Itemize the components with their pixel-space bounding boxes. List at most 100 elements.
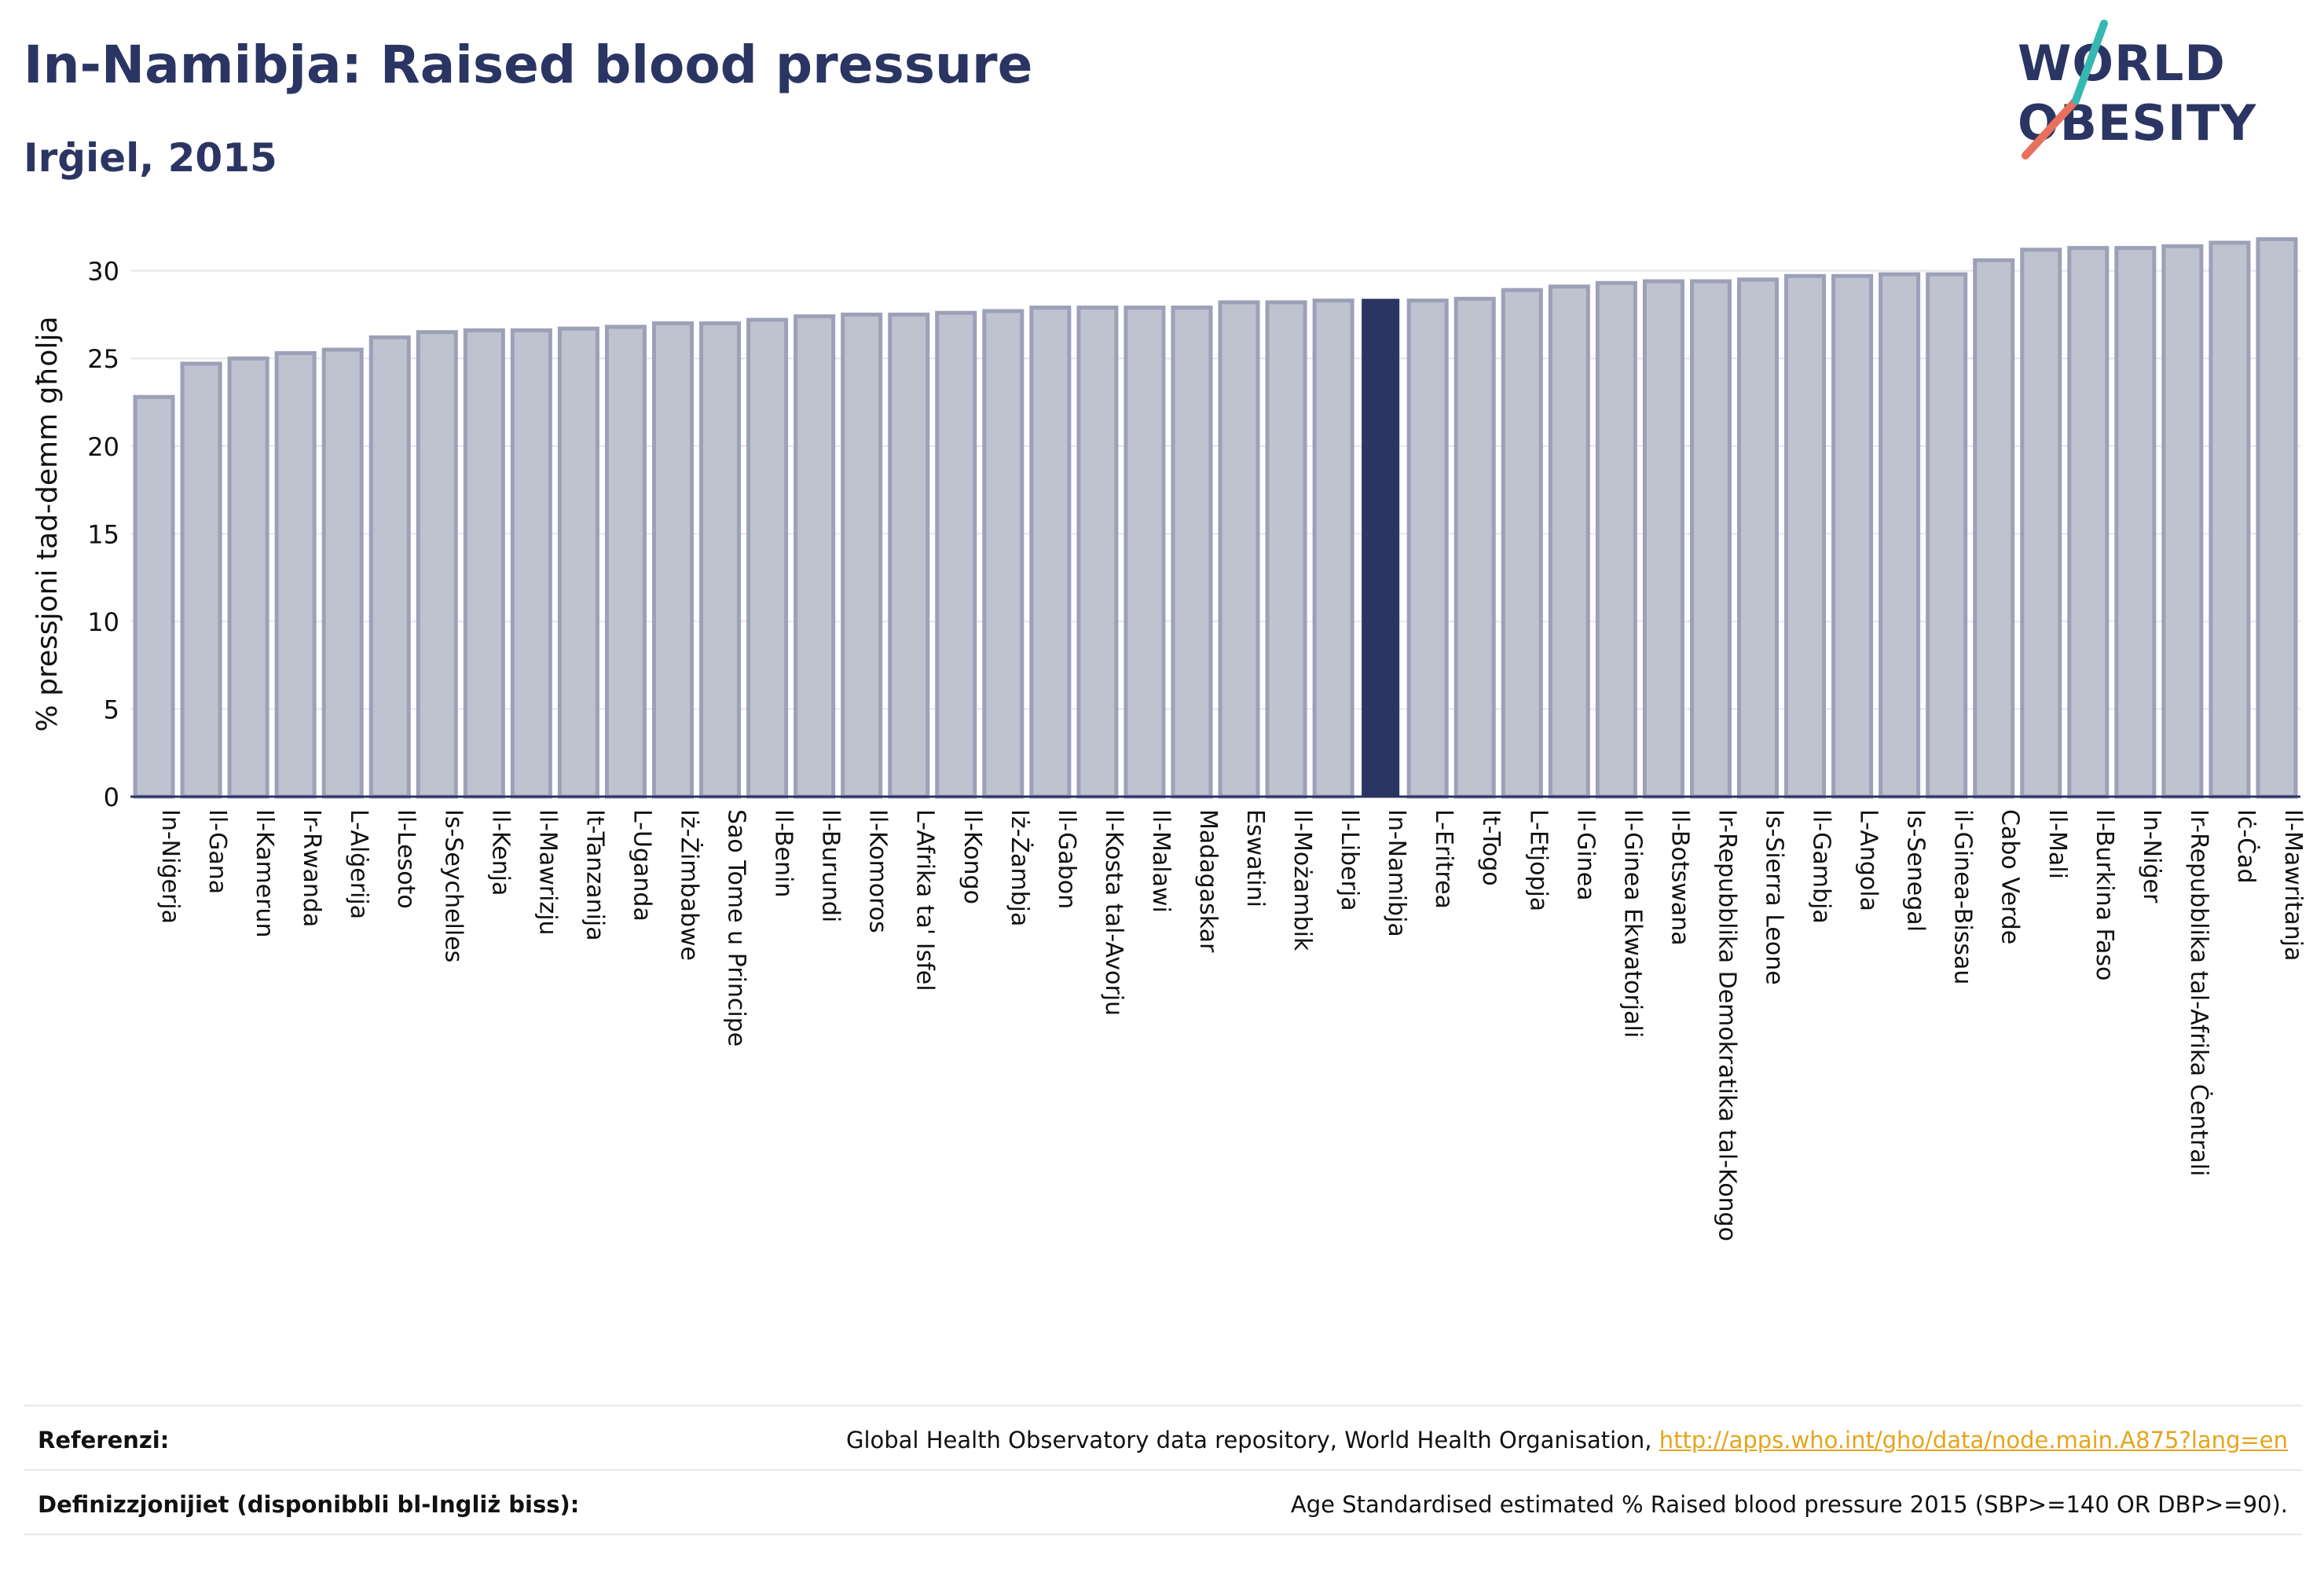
references-label: Referenzi: <box>38 1427 170 1453</box>
bar-39 <box>1973 258 2015 799</box>
y-axis-label: % pressjoni tad-demm għolja <box>31 316 64 731</box>
bar-13 <box>746 317 789 799</box>
x-tick-label: Il-Burkina Faso <box>2091 809 2118 980</box>
x-tick-label: Madagaskar <box>1194 809 1222 953</box>
footer-divider-top <box>24 1405 2302 1406</box>
x-tick-label: Il-Kongo <box>959 809 986 904</box>
x-tick-label: Il-Gabon <box>1053 809 1080 909</box>
bar-30 <box>1548 284 1590 799</box>
bar-20 <box>1076 305 1119 799</box>
x-tick-label: In-Namibja <box>1383 809 1410 937</box>
x-tick-label: L-Eritrea <box>1430 809 1457 909</box>
x-tick-label: Is-Sierra Leone <box>1761 809 1788 985</box>
world-obesity-logo: WORLD OBESITY <box>2018 20 2256 159</box>
bar-35 <box>1784 273 1827 799</box>
definitions-label: Definizzjonijiet (disponibbli bl-Ingliż … <box>38 1491 580 1518</box>
x-tick-label: Il-Lesoto <box>392 809 420 909</box>
x-tick-label: Iż-Żimbabwe <box>676 809 704 961</box>
x-tick-label: Il-Mawrizju <box>533 809 561 936</box>
x-tick-label: L-Angola <box>1855 809 1882 911</box>
x-tick-label: Ir-Repubblika Demokratika tal-Kongo <box>1713 809 1740 1241</box>
page-subtitle: Irġiel, 2015 <box>24 135 277 181</box>
x-tick-label: il-Ginea-Bissau <box>1949 809 1977 984</box>
footer-divider-bottom <box>24 1534 2302 1535</box>
bar-41 <box>2067 246 2110 799</box>
bar-14 <box>794 314 836 799</box>
x-tick-label: Ir-Rwanda <box>298 809 325 927</box>
bar-15 <box>841 312 883 799</box>
x-tick-label: Iċ-Ċad <box>2232 809 2261 884</box>
bar-33 <box>1689 279 1732 799</box>
definitions-value: Age Standardised estimated % Raised bloo… <box>1290 1491 2288 1518</box>
x-tick-label: Il-Mali <box>2044 809 2071 879</box>
bar-10 <box>604 324 647 799</box>
bar-6 <box>416 330 458 799</box>
bar-38 <box>1926 272 1968 799</box>
x-tick-label: L-Etjopja <box>1524 809 1552 911</box>
x-tick-label: Iż-Żambja <box>1006 809 1034 926</box>
bar-25 <box>1312 299 1354 799</box>
x-tick-label: Is-Senegal <box>1902 809 1930 932</box>
y-tick-label: 10 <box>87 607 119 637</box>
bar-42 <box>2114 246 2157 799</box>
bar-45 <box>2256 236 2298 799</box>
bar-9 <box>557 326 599 799</box>
logo-line1: WORLD <box>2018 35 2226 92</box>
x-tick-label: Il-Liberja <box>1336 809 1363 911</box>
x-tick-label: L-Uganda <box>628 809 655 922</box>
bar-40 <box>2020 247 2062 799</box>
x-tick-label: Cabo Verde <box>1996 809 2024 944</box>
bar-8 <box>510 328 552 799</box>
footer-divider-middle <box>24 1469 2302 1471</box>
bar-11 <box>651 321 695 799</box>
x-tick-label: Il-Gambja <box>1808 809 1835 924</box>
logo-slash-teal <box>2072 20 2108 104</box>
x-tick-label: In-Niġerja <box>156 809 184 924</box>
x-tick-label: Il-Gana <box>203 809 231 894</box>
bar-7 <box>463 328 505 799</box>
x-tick-label: Il-Komoros <box>864 809 892 933</box>
bar-27 <box>1406 299 1449 799</box>
y-tick-label: 5 <box>104 695 119 724</box>
bar-4 <box>321 347 364 799</box>
bar-5 <box>368 335 411 799</box>
references-link[interactable]: http://apps.who.int/gho/data/node.main.A… <box>1659 1427 2288 1453</box>
x-tick-label: Il-Malawi <box>1147 809 1175 913</box>
x-tick-label: Il-Ginea Ekwatorjali <box>1618 809 1646 1038</box>
bar-23 <box>1218 300 1260 799</box>
bar-37 <box>1879 272 1921 799</box>
bar-44 <box>2209 240 2251 799</box>
x-tick-label: Il-Ginea <box>1571 809 1599 901</box>
logo-slash-red <box>2022 97 2080 159</box>
x-tick-label: L-Alġerija <box>345 809 372 919</box>
bar-31 <box>1595 280 1637 799</box>
references-text: Global Health Observatory data repositor… <box>845 1427 1652 1453</box>
y-tick-label: 25 <box>87 344 119 374</box>
x-tick-label: L-Afrika ta' Isfel <box>911 809 939 991</box>
x-tick-label: Il-Botswana <box>1666 809 1693 946</box>
bar-1 <box>180 361 222 799</box>
x-tick-label: Il-Kamerun <box>251 809 278 938</box>
x-tick-label: Il-Burundi <box>817 809 845 922</box>
bar-34 <box>1736 277 1780 799</box>
x-tick-label: In-Niġer <box>2138 809 2165 903</box>
bar-24 <box>1265 300 1307 799</box>
bar-3 <box>274 350 317 799</box>
bar-16 <box>888 312 930 799</box>
bar-chart: 0 5 10 15 20 25 30 In-Niġerja Il-Gana Il-Kamerun… <box>31 236 2307 1241</box>
bar-2 <box>227 356 269 799</box>
bar-29 <box>1501 288 1543 799</box>
x-tick-label: Is-Seychelles <box>439 809 467 962</box>
y-tick-label: 30 <box>87 257 119 287</box>
y-tick-label: 15 <box>87 519 119 549</box>
y-tick-label: 0 <box>104 783 119 812</box>
x-tick-label: Il-Kenja <box>486 809 514 896</box>
x-axis-ticks: In-Niġerja Il-Gana Il-Kamerun Ir-Rwanda L-Al… <box>156 809 2307 1241</box>
x-tick-label: Ir-Repubblika tal-Afrika Ċentrali <box>2185 809 2214 1176</box>
bar-21 <box>1124 305 1166 799</box>
y-axis-ticks: 0 5 10 15 20 25 30 <box>87 257 119 812</box>
bar-32 <box>1642 279 1684 799</box>
x-tick-label: Il-Możambik <box>1288 809 1316 951</box>
bar-36 <box>1831 273 1874 799</box>
page-title: In-Namibja: Raised blood pressure <box>24 35 1033 95</box>
